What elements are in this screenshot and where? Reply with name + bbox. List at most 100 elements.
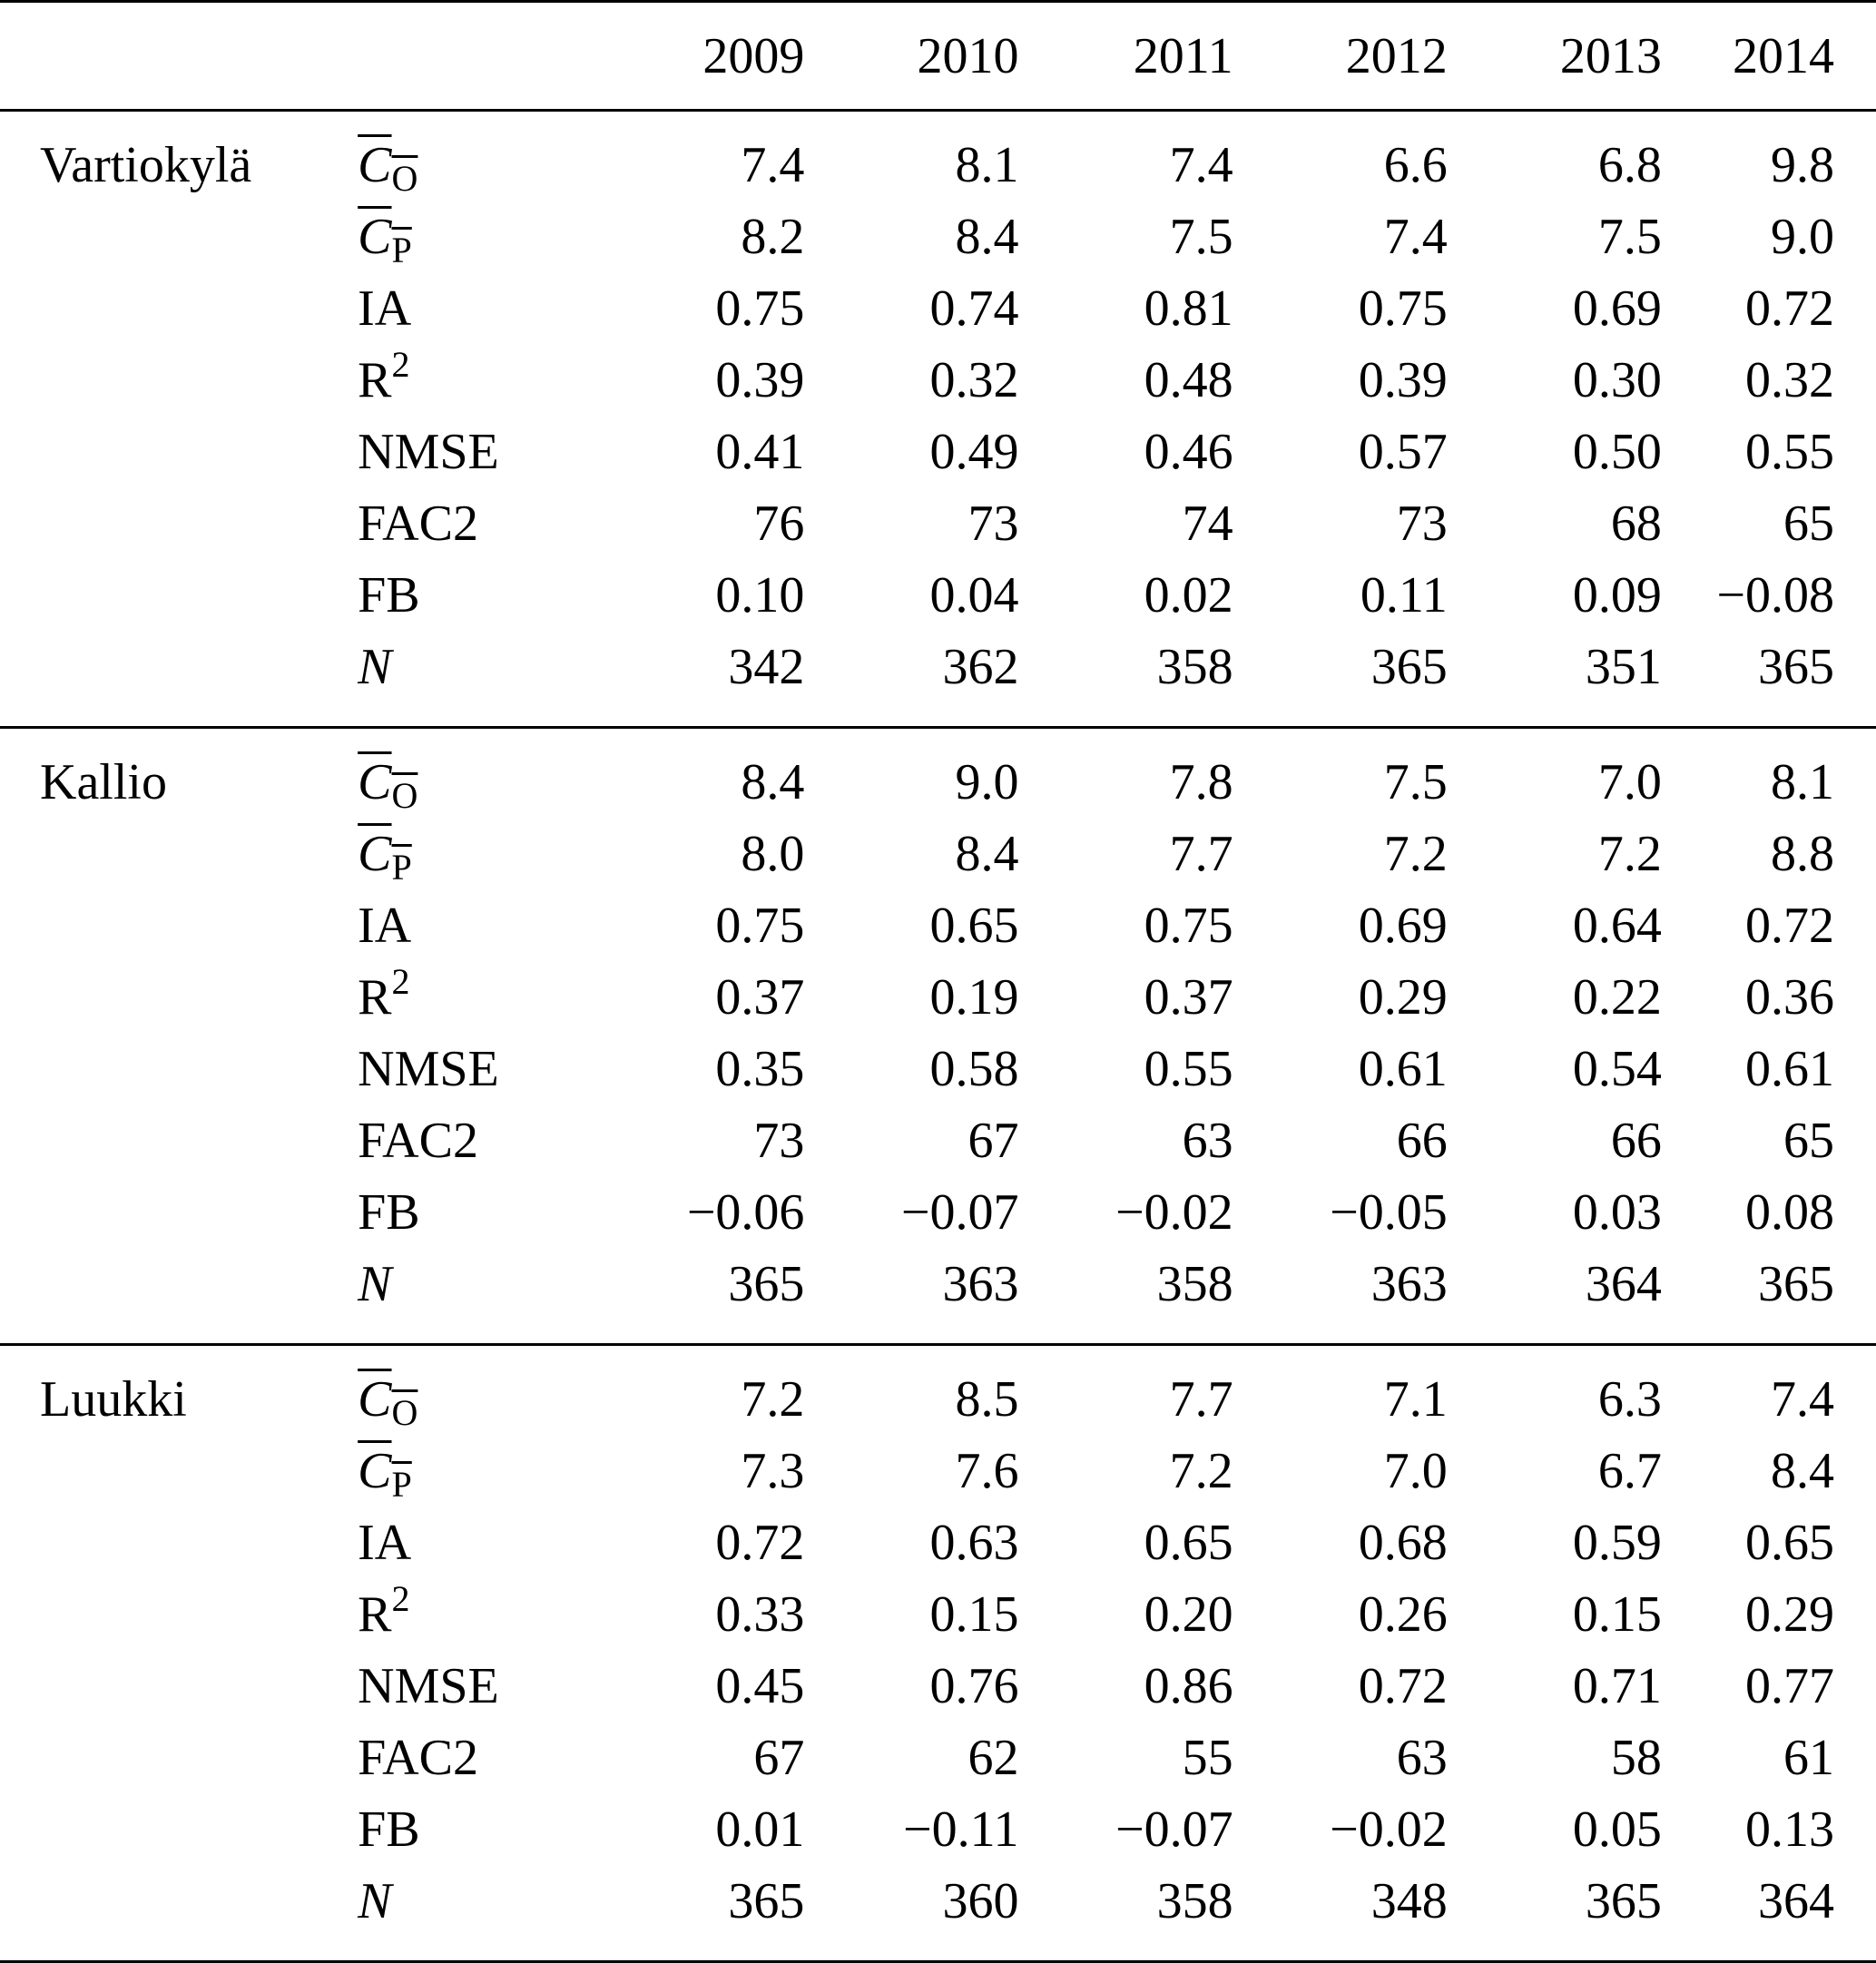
metric-superscript: 2: [391, 961, 410, 1002]
value-cell: 0.61: [1358, 1041, 1448, 1097]
value-cell: 67: [753, 1730, 805, 1786]
table-row: NMSE 0.35 0.58 0.55 0.61 0.54 0.61: [0, 1034, 1876, 1105]
year-header: 2010: [917, 27, 1019, 84]
metric-label: FAC2: [318, 1723, 590, 1794]
value-cell: 0.37: [1144, 969, 1233, 1026]
value-cell: 61: [1783, 1730, 1834, 1786]
metric-symbol: FB: [358, 1184, 420, 1241]
value-cell: 68: [1610, 496, 1662, 552]
table-row: R2 0.33 0.15 0.20 0.26 0.15 0.29: [0, 1579, 1876, 1651]
metric-symbol: FAC2: [358, 1113, 478, 1169]
value-cell: 0.36: [1745, 969, 1834, 1026]
metric-symbol: IA: [358, 1515, 412, 1571]
value-cell: 7.4: [1169, 137, 1233, 193]
site-label: [0, 819, 318, 890]
metric-symbol: R: [358, 352, 392, 408]
value-cell: 55: [1182, 1730, 1233, 1786]
value-cell: 0.63: [929, 1515, 1019, 1571]
value-cell: 0.74: [929, 280, 1019, 337]
year-header: 2009: [702, 27, 805, 84]
value-cell: −0.08: [1716, 567, 1834, 623]
site-label: [0, 632, 318, 703]
value-cell: 0.37: [715, 969, 805, 1026]
site-label: [0, 890, 318, 962]
metric-label: CP: [318, 819, 590, 890]
value-cell: 7.3: [741, 1443, 805, 1499]
site-group: Vartiokylä CO 7.4 8.1 7.4 6.6 6.8 9.8 CP 8.2 8.4 7.…: [0, 111, 1876, 728]
value-cell: 0.13: [1745, 1801, 1834, 1858]
value-cell: 7.5: [1597, 209, 1662, 265]
value-cell: 0.72: [1358, 1658, 1448, 1714]
value-cell: 7.4: [1771, 1371, 1834, 1428]
value-cell: 0.39: [1358, 352, 1448, 408]
site-group: Luukki CO 7.2 8.5 7.7 7.1 6.3 7.4 CP 7.3 7.6 7.2 7.0…: [0, 1345, 1876, 1962]
value-cell: 0.33: [715, 1586, 805, 1643]
value-cell: 0.72: [715, 1515, 805, 1571]
value-cell: 0.86: [1144, 1658, 1233, 1714]
site-label: [0, 488, 318, 560]
metric-superscript: 2: [391, 344, 410, 385]
table-row: FAC2 73 67 63 66 66 65: [0, 1105, 1876, 1177]
site-label: Kallio: [40, 754, 167, 810]
value-cell: 9.0: [1771, 209, 1834, 265]
value-cell: 7.7: [1169, 826, 1233, 882]
value-cell: 76: [753, 496, 805, 552]
value-cell: 0.72: [1745, 280, 1834, 337]
metric-subscript: O: [391, 158, 418, 199]
metric-subscript: P: [391, 847, 412, 888]
value-cell: 73: [967, 496, 1019, 552]
value-cell: 65: [1783, 1113, 1834, 1169]
metric-symbol: C: [358, 137, 392, 193]
metric-label: IA: [318, 273, 590, 345]
metric-subscript: O: [391, 775, 418, 816]
year-header: 2011: [1133, 27, 1233, 84]
value-cell: 0.64: [1572, 898, 1662, 954]
value-cell: 7.5: [1169, 209, 1233, 265]
value-cell: 7.0: [1597, 754, 1662, 810]
value-cell: 358: [1156, 1256, 1233, 1312]
value-cell: 67: [967, 1113, 1019, 1169]
metric-symbol: IA: [358, 898, 412, 954]
metric-label: NMSE: [318, 1651, 590, 1723]
table-row: IA 0.75 0.74 0.81 0.75 0.69 0.72: [0, 273, 1876, 345]
metric-symbol: N: [358, 639, 392, 695]
value-cell: 0.58: [929, 1041, 1019, 1097]
value-cell: 65: [1783, 496, 1834, 552]
value-cell: 0.61: [1745, 1041, 1834, 1097]
metric-superscript: 2: [391, 1578, 410, 1619]
value-cell: 6.6: [1383, 137, 1448, 193]
value-cell: 364: [1585, 1256, 1662, 1312]
value-cell: 0.65: [1745, 1515, 1834, 1571]
table-row: FAC2 67 62 55 63 58 61: [0, 1723, 1876, 1794]
value-cell: 0.59: [1572, 1515, 1662, 1571]
metric-symbol: C: [358, 826, 392, 882]
value-cell: 0.45: [715, 1658, 805, 1714]
value-cell: 0.55: [1745, 424, 1834, 480]
table-row: R2 0.37 0.19 0.37 0.29 0.22 0.36: [0, 962, 1876, 1034]
metric-label: CP: [318, 1436, 590, 1507]
value-cell: 365: [728, 1873, 805, 1929]
metric-label: FB: [318, 560, 590, 632]
value-cell: 9.0: [955, 754, 1019, 810]
value-cell: 365: [728, 1256, 805, 1312]
value-cell: 66: [1396, 1113, 1448, 1169]
value-cell: 63: [1396, 1730, 1448, 1786]
site-label: [0, 1249, 318, 1320]
value-cell: −0.07: [1115, 1801, 1233, 1858]
site-label: [0, 201, 318, 273]
metric-symbol: NMSE: [358, 1658, 499, 1714]
value-cell: 0.55: [1144, 1041, 1233, 1097]
value-cell: 7.0: [1383, 1443, 1448, 1499]
value-cell: 63: [1182, 1113, 1233, 1169]
value-cell: −0.02: [1330, 1801, 1448, 1858]
metric-subscript: P: [391, 1464, 412, 1505]
value-cell: 0.20: [1144, 1586, 1233, 1643]
value-cell: 6.8: [1597, 137, 1662, 193]
table-row: Vartiokylä CO 7.4 8.1 7.4 6.6 6.8 9.8: [0, 130, 1876, 201]
value-cell: 62: [967, 1730, 1019, 1786]
metric-symbol: C: [358, 1443, 392, 1499]
value-cell: 8.4: [955, 209, 1019, 265]
metric-symbol: FAC2: [358, 1730, 478, 1786]
table-row: R2 0.39 0.32 0.48 0.39 0.30 0.32: [0, 345, 1876, 417]
site-label: [0, 1507, 318, 1579]
